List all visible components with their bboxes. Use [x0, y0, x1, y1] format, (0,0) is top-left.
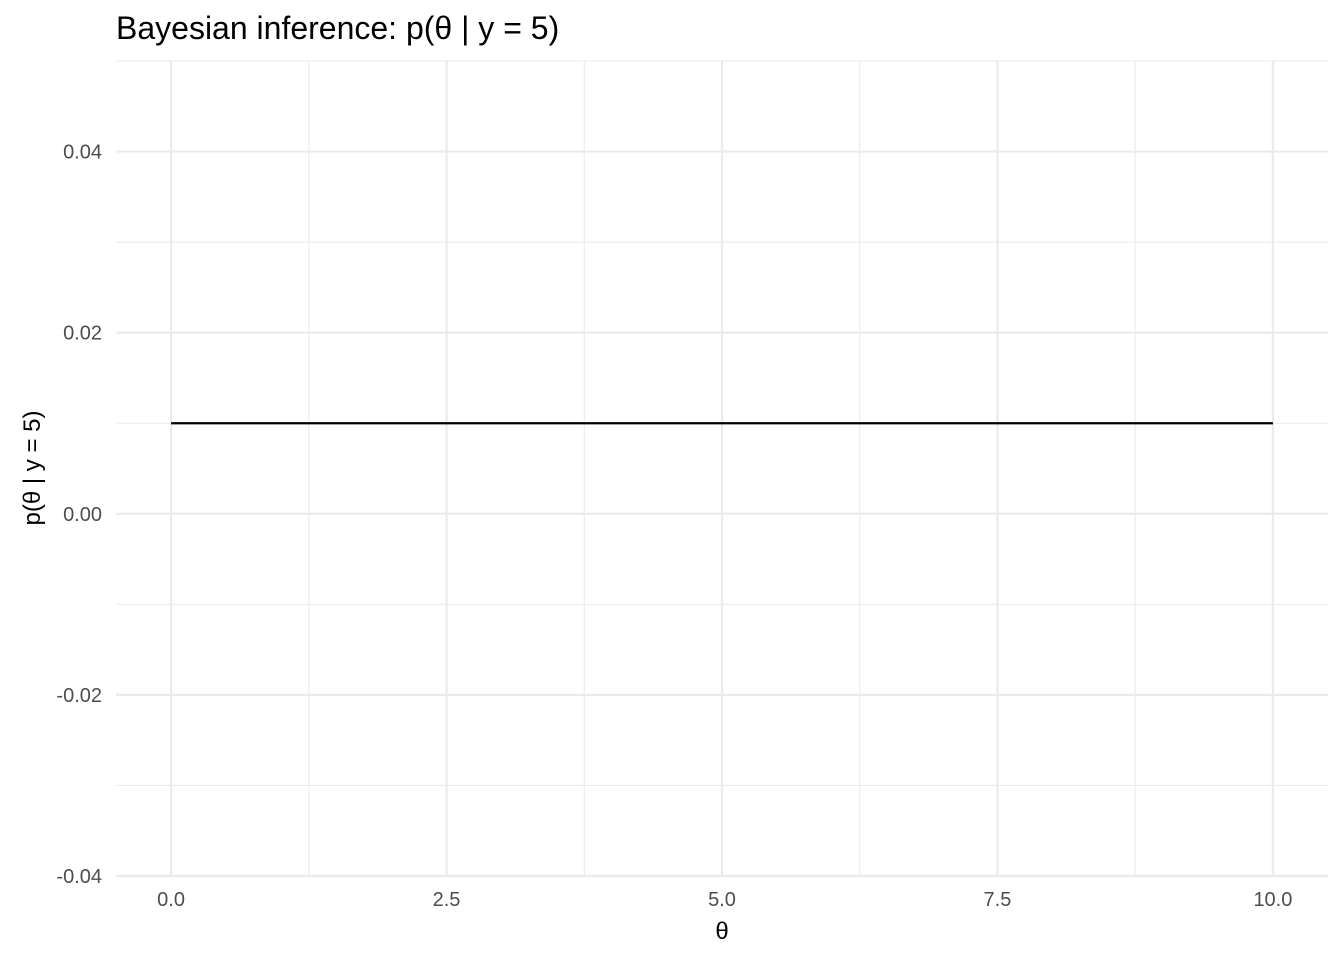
x-tick-label: 0.0 — [157, 889, 185, 911]
y-tick-label: 0.02 — [63, 323, 102, 345]
y-tick-label: 0.04 — [63, 142, 102, 164]
x-tick-label: 2.5 — [433, 889, 461, 911]
y-tick-label: 0.00 — [63, 504, 102, 526]
x-tick-label: 7.5 — [984, 889, 1012, 911]
x-axis-ticks: 0.0 2.5 5.0 7.5 10.0 — [157, 889, 1292, 911]
grid — [116, 60, 1328, 878]
x-tick-label: 5.0 — [708, 889, 736, 911]
y-tick-label: -0.02 — [56, 685, 102, 707]
x-tick-label: 10.0 — [1253, 889, 1292, 911]
x-axis-title: θ — [715, 918, 728, 945]
y-axis-ticks: -0.04 -0.02 0.00 0.02 0.04 — [56, 142, 102, 888]
y-axis-title: p(θ | y = 5) — [19, 411, 46, 526]
chart-title: Bayesian inference: p(θ | y = 5) — [116, 10, 559, 46]
y-tick-label: -0.04 — [56, 866, 102, 888]
